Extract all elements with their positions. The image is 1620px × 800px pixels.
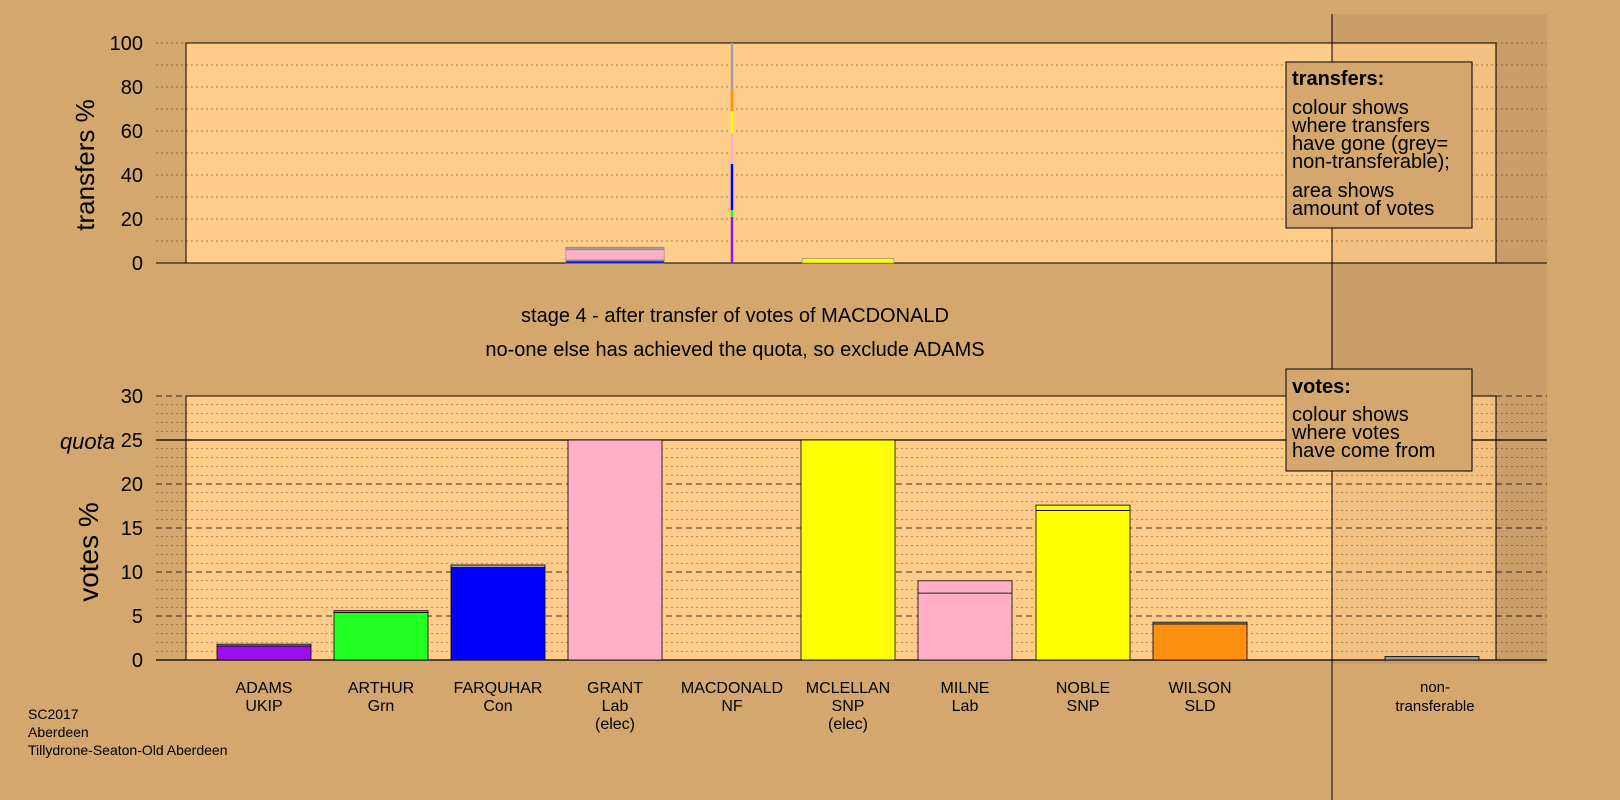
transfer-segment <box>730 89 734 112</box>
candidate-name-label: NOBLE <box>1056 680 1110 697</box>
vote-segment <box>1152 621 1248 625</box>
transfers-y-tick-label: 0 <box>132 253 143 275</box>
votes-y-tick-label: 25 <box>121 430 143 452</box>
transfers-y-tick-label: 40 <box>121 165 143 187</box>
candidate-labels: ADAMSUKIPARTHURGrnFARQUHARConGRANTLab(el… <box>236 679 1475 733</box>
transfer-segment <box>730 216 734 263</box>
votes-y-tick-label: 30 <box>121 386 143 408</box>
votes-legend-title: votes: <box>1292 376 1351 398</box>
votes-y-tick-label: 10 <box>121 562 143 584</box>
votes-legend: votes: colour shows where votes have com… <box>1285 368 1473 472</box>
vote-segment <box>800 439 896 661</box>
vote-segment <box>1384 656 1480 661</box>
candidate-elected-label: (elec) <box>595 716 635 733</box>
candidate-name-label: ADAMS <box>236 680 293 697</box>
candidate-party-label: Con <box>483 698 512 715</box>
transfer-segment <box>801 258 895 264</box>
transfers-legend-line: area shows <box>1292 180 1394 202</box>
transfer-segment <box>565 249 665 261</box>
transfer-segment <box>730 111 734 134</box>
vote-segment <box>1035 504 1131 511</box>
votes-bars <box>216 439 1480 661</box>
candidate-party-label: SNP <box>1067 698 1100 715</box>
transfer-segment <box>565 260 665 264</box>
candidate-party-label: SLD <box>1184 698 1215 715</box>
votes-legend-line: have come from <box>1292 440 1435 462</box>
vote-segment <box>567 439 663 661</box>
transfers-y-ticks: 0 20 40 60 80 100 <box>110 33 143 275</box>
votes-y-tick-label: 5 <box>132 606 143 628</box>
footer-election: SC2017 <box>28 706 79 722</box>
vote-segment <box>1152 623 1248 661</box>
transfer-segment <box>730 43 734 90</box>
transfers-y-tick-label: 100 <box>110 33 143 55</box>
transfers-gridlines <box>156 42 1547 264</box>
vote-segment <box>917 592 1013 661</box>
vote-segment <box>917 580 1013 594</box>
transfers-legend-line: have gone (grey= <box>1292 133 1448 155</box>
candidate-party-label: SNP <box>832 698 865 715</box>
votes-y-axis-label: votes % <box>73 502 104 602</box>
transfers-y-tick-label: 20 <box>121 209 143 231</box>
candidate-name-label: MACDONALD <box>681 680 783 697</box>
candidate-party-label: NF <box>721 698 743 715</box>
candidate-name-label: ARTHUR <box>348 680 414 697</box>
transfer-segment <box>565 246 665 251</box>
candidate-party-label: Lab <box>602 698 629 715</box>
candidate-party-label: UKIP <box>245 698 282 715</box>
vote-segment <box>1035 509 1131 661</box>
quota-label: quota <box>60 429 115 454</box>
footer-ward: Tillydrone-Seaton-Old Aberdeen <box>28 742 228 758</box>
transfer-segment <box>730 133 734 164</box>
vote-segment <box>216 643 312 647</box>
vote-segment <box>450 567 546 661</box>
vote-segment <box>450 564 546 569</box>
votes-legend-line: where votes <box>1291 422 1400 444</box>
vote-segment <box>216 645 312 661</box>
stage-caption-line1: stage 4 - after transfer of votes of MAC… <box>521 305 949 327</box>
candidate-party-label: Lab <box>952 698 979 715</box>
transfers-bars <box>565 43 895 264</box>
transfers-y-tick-label: 80 <box>121 77 143 99</box>
transfer-segment <box>730 210 734 217</box>
candidate-name-label: WILSON <box>1168 680 1231 697</box>
transfers-legend-line: amount of votes <box>1292 198 1434 220</box>
candidate-name-label: GRANT <box>587 680 643 697</box>
footer-council: Aberdeen <box>28 724 89 740</box>
transfer-segment <box>730 164 734 211</box>
transfers-legend-line: non-transferable); <box>1292 151 1450 173</box>
votes-y-tick-label: 0 <box>132 650 143 672</box>
candidate-name-label: MILNE <box>941 680 990 697</box>
candidate-party-label: Grn <box>368 698 395 715</box>
candidate-name-label: FARQUHAR <box>454 680 543 697</box>
transfers-y-axis-label: transfers % <box>70 99 100 231</box>
transfers-legend-title: transfers: <box>1292 68 1384 90</box>
vote-segment <box>333 610 429 613</box>
transfers-legend: transfers: colour shows where transfers … <box>1285 61 1473 229</box>
votes-legend-line: colour shows <box>1292 404 1409 426</box>
vote-segment <box>333 612 429 661</box>
transfers-legend-line: colour shows <box>1292 97 1409 119</box>
transfers-y-tick-label: 60 <box>121 121 143 143</box>
transfers-chart: 0 20 40 60 80 100 transfers % <box>70 33 1547 275</box>
votes-y-tick-label: 15 <box>121 518 143 540</box>
candidate-elected-label: (elec) <box>828 716 868 733</box>
transfers-legend-line: where transfers <box>1291 115 1430 137</box>
nontransferable-label: non- <box>1420 679 1450 696</box>
votes-y-tick-label: 20 <box>121 474 143 496</box>
stage-caption-line2: no-one else has achieved the quota, so e… <box>485 339 984 361</box>
candidate-name-label: MCLELLAN <box>806 680 890 697</box>
nontransferable-label: transferable <box>1395 698 1474 715</box>
votes-y-ticks: 0 5 10 15 20 25 30 <box>121 386 143 672</box>
